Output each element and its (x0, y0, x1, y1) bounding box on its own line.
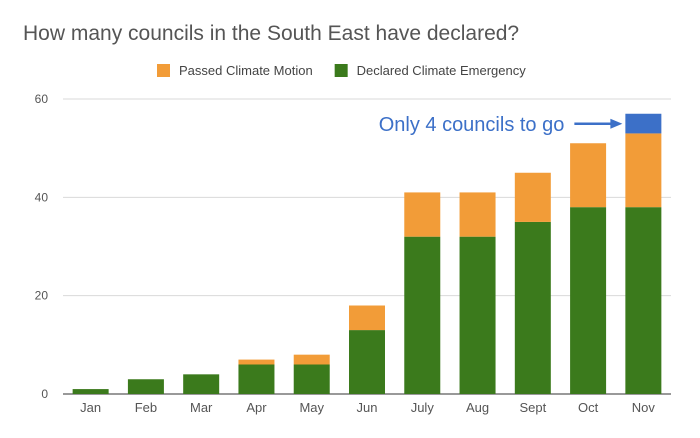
legend-swatch-declared-climate-emergency (334, 64, 348, 77)
bar-sept-declared-climate-emergency (514, 221, 551, 394)
bar-sept-passed-climate-motion (514, 172, 551, 222)
x-tick-label-apr: Apr (246, 400, 267, 415)
bar-oct-passed-climate-motion (570, 143, 607, 208)
legend-label-passed-climate-motion: Passed Climate Motion (179, 63, 313, 78)
y-tick-label-0: 0 (41, 387, 48, 401)
annotation-arrow-head (610, 118, 623, 129)
y-tick-label-20: 20 (35, 289, 49, 303)
x-tick-label-july: July (411, 400, 435, 415)
bar-nov-declared-climate-emergency (625, 207, 662, 394)
bar-apr-declared-climate-emergency (238, 364, 275, 394)
bar-july-declared-climate-emergency (404, 236, 441, 394)
x-tick-label-jan: Jan (80, 400, 101, 415)
x-tick-label-nov: Nov (632, 400, 656, 415)
bar-may-passed-climate-motion (293, 354, 330, 365)
x-tick-label-jun: Jun (357, 400, 378, 415)
bar-nov-passed-climate-motion (625, 133, 662, 208)
x-tick-label-feb: Feb (135, 400, 157, 415)
bar-july-passed-climate-motion (404, 192, 441, 237)
bar-mar-declared-climate-emergency (183, 374, 220, 394)
bar-nov-series-2 (625, 113, 662, 134)
bar-oct-declared-climate-emergency (570, 207, 607, 394)
y-tick-label-40: 40 (35, 190, 49, 204)
bar-aug-declared-climate-emergency (459, 236, 496, 394)
chart-title: How many councils in the South East have… (23, 22, 520, 45)
bar-feb-declared-climate-emergency (127, 379, 164, 394)
legend-label-declared-climate-emergency: Declared Climate Emergency (357, 63, 527, 78)
bar-jun-passed-climate-motion (349, 305, 385, 331)
bar-may-declared-climate-emergency (293, 364, 330, 394)
bar-aug-passed-climate-motion (459, 192, 496, 237)
x-tick-label-sept: Sept (519, 400, 546, 415)
bar-jan-declared-climate-emergency (72, 389, 109, 394)
annotation-text: Only 4 councils to go (379, 114, 565, 136)
x-tick-label-may: May (299, 400, 324, 415)
x-tick-label-aug: Aug (466, 400, 489, 415)
x-tick-label-oct: Oct (578, 400, 599, 415)
bar-jun-declared-climate-emergency (349, 330, 385, 394)
legend-swatch-passed-climate-motion (157, 64, 170, 77)
x-tick-label-mar: Mar (190, 400, 213, 415)
bar-apr-passed-climate-motion (238, 359, 275, 365)
y-tick-label-60: 60 (35, 92, 49, 106)
